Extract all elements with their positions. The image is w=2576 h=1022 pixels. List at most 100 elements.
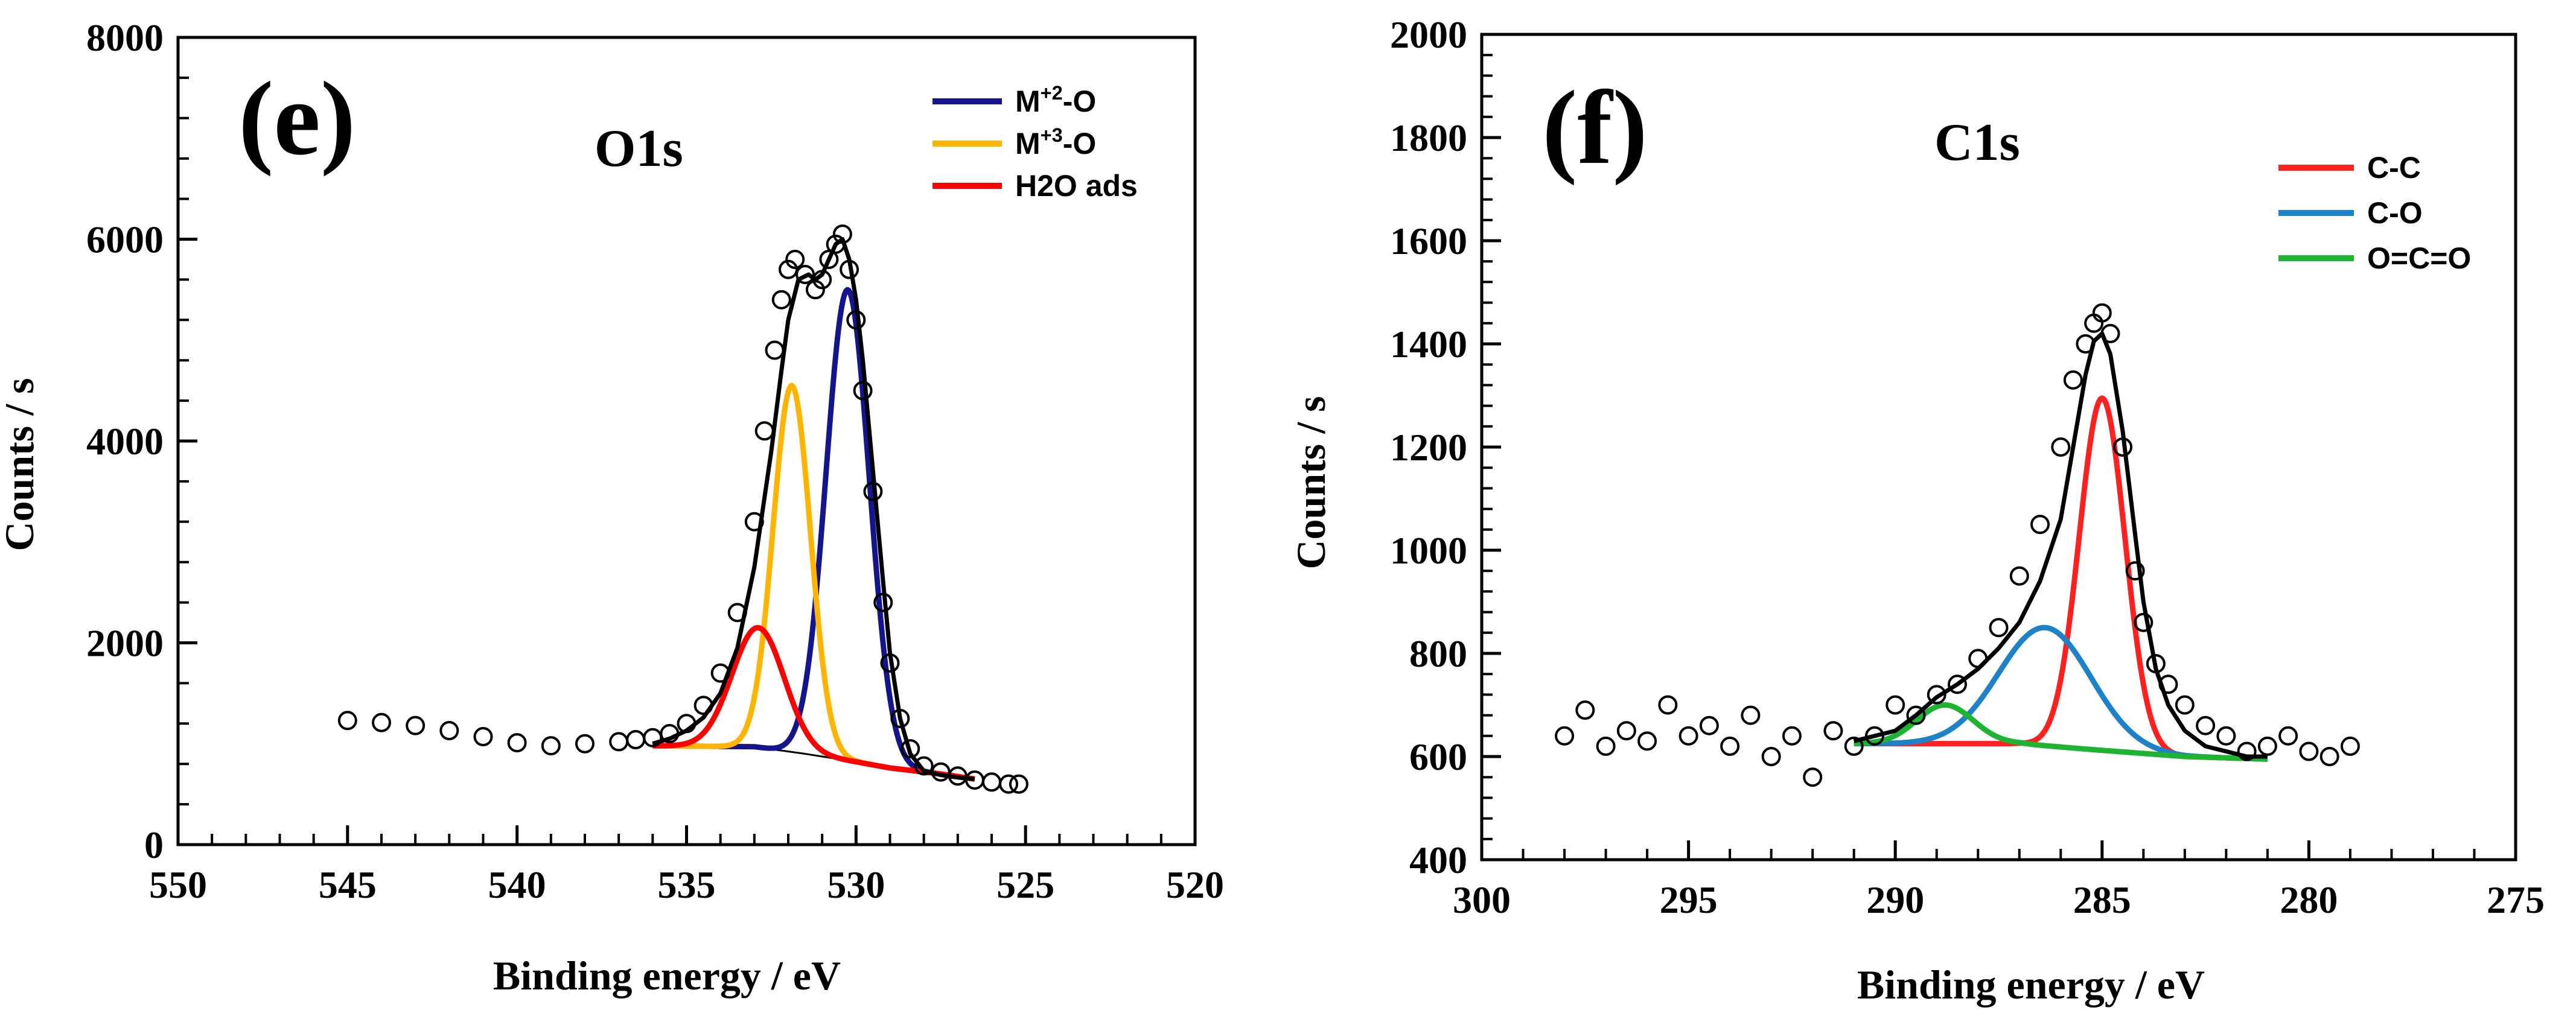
data-point xyxy=(1968,649,1988,668)
x-tick-label: 520 xyxy=(1166,863,1224,906)
data-point xyxy=(771,290,791,309)
data-point xyxy=(406,716,426,735)
data-point xyxy=(826,234,846,254)
data-point xyxy=(1844,736,1864,756)
y-tick-label: 600 xyxy=(1409,735,1467,778)
legend: C-C C-O O=C=O xyxy=(2278,151,2471,275)
y-tick-label: 4000 xyxy=(86,420,164,463)
y-axis-label: Counts / s xyxy=(0,378,42,551)
y-tick-label: 6000 xyxy=(86,218,164,261)
peak-o-c-o xyxy=(1853,702,2269,762)
data-point xyxy=(1989,618,2009,638)
data-point xyxy=(2196,716,2216,735)
data-point xyxy=(575,734,595,754)
data-point xyxy=(541,736,561,756)
data-point xyxy=(1637,731,1657,751)
data-point xyxy=(2051,437,2071,457)
y-tick-label: 2000 xyxy=(1390,13,1467,56)
data-point xyxy=(2146,654,2166,674)
data-point xyxy=(832,224,852,244)
data-point xyxy=(1947,674,1967,694)
data-point xyxy=(2134,612,2154,632)
x-tick-label: 545 xyxy=(319,863,377,906)
y-tick-label: 1400 xyxy=(1390,323,1467,366)
data-point xyxy=(2299,741,2319,761)
data-point xyxy=(1679,726,1698,746)
data-point xyxy=(2092,303,2112,323)
x-tick-label: 280 xyxy=(2280,878,2338,921)
data-point xyxy=(337,711,357,731)
data-point xyxy=(873,592,893,612)
data-point xyxy=(890,708,910,728)
data-point xyxy=(914,756,934,776)
x-tick-label: 275 xyxy=(2487,878,2545,921)
data-point xyxy=(999,774,1019,794)
x-tick-label: 290 xyxy=(1866,878,1924,921)
data-point xyxy=(1658,695,1678,715)
y-tick-label: 400 xyxy=(1409,839,1467,881)
data-point xyxy=(2257,736,2277,756)
data-point xyxy=(1886,695,1905,715)
data-point xyxy=(2237,741,2257,761)
legend-label: M+2-O xyxy=(1015,82,1096,118)
data-point xyxy=(1596,736,1616,756)
data-point xyxy=(853,381,873,401)
data-point xyxy=(1555,726,1575,746)
legend-label: C-O xyxy=(2367,196,2423,230)
y-tick-label: 8000 xyxy=(86,16,164,59)
data-point xyxy=(2030,515,2050,535)
data-point xyxy=(2125,561,2145,581)
y-tick-label: 1800 xyxy=(1390,116,1467,159)
data-point xyxy=(2175,695,2195,715)
data-point xyxy=(2100,323,2120,343)
chart-title: O1s xyxy=(595,119,683,178)
panel-f: 300 295 290 285 280 275 400 600 800 1000 1200 1400… xyxy=(1288,13,2545,1008)
data-point xyxy=(795,265,815,285)
data-point xyxy=(744,512,764,532)
data-point xyxy=(1761,747,1781,766)
legend-label: M+3-O xyxy=(1015,124,1096,160)
chart-title: C1s xyxy=(1934,113,2020,172)
x-tick-label: 525 xyxy=(996,863,1054,906)
data-point xyxy=(2319,747,2339,766)
data-point xyxy=(2063,370,2083,390)
y-tick-label: 2000 xyxy=(86,622,164,665)
data-point xyxy=(2076,334,2096,354)
data-point xyxy=(840,259,859,279)
x-tick-label: 540 xyxy=(488,863,546,906)
data-point xyxy=(2113,437,2133,457)
data-point xyxy=(372,713,391,732)
data-point xyxy=(507,733,527,753)
data-point xyxy=(2009,566,2029,586)
data-point xyxy=(473,727,493,747)
legend: M+2-O M+3-O H2O ads xyxy=(933,82,1138,203)
data-point xyxy=(1720,736,1740,756)
x-tick-label: 535 xyxy=(658,863,716,906)
data-point xyxy=(693,696,713,716)
data-point xyxy=(1927,685,1946,705)
data-point xyxy=(812,270,832,290)
data-point xyxy=(846,310,866,330)
y-tick-label: 1600 xyxy=(1390,220,1467,262)
data-point xyxy=(439,721,459,741)
data-point xyxy=(1616,721,1636,741)
legend-label: H2O ads xyxy=(1015,169,1138,203)
data-point xyxy=(1741,705,1761,725)
data-point xyxy=(1823,721,1843,741)
data-point xyxy=(765,340,785,360)
legend-label: O=C=O xyxy=(2367,241,2471,275)
data-point xyxy=(727,603,747,623)
x-axis-label: Binding energy / eV xyxy=(1857,962,2205,1008)
y-tick-label: 1200 xyxy=(1390,426,1467,469)
data-point xyxy=(880,653,900,673)
panel-label: (f) xyxy=(1542,69,1648,186)
data-point xyxy=(2216,726,2236,746)
data-point xyxy=(2340,736,2360,756)
data-point xyxy=(1864,726,1884,746)
x-tick-label: 550 xyxy=(149,863,207,906)
panel-e: 550 545 540 535 530 525 520 02000400060008000 … xyxy=(0,16,1224,998)
x-tick-label: 285 xyxy=(2073,878,2131,921)
data-point xyxy=(1803,767,1823,787)
x-tick-label: 530 xyxy=(827,863,885,906)
